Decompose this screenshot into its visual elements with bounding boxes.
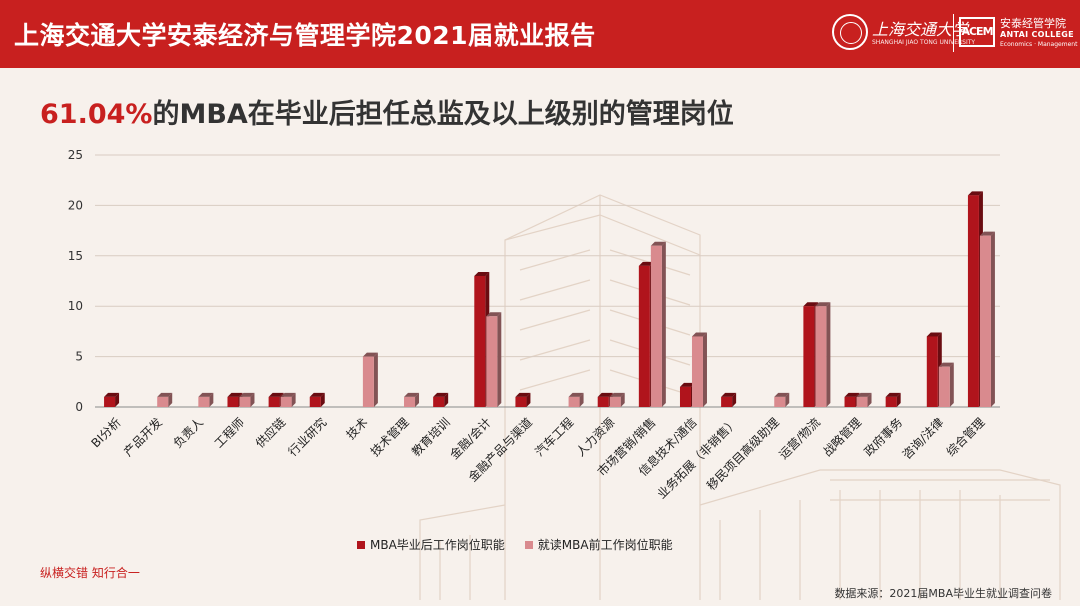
college-name-en: ANTAI COLLEGE bbox=[1000, 30, 1074, 39]
headline-percentage: 61.04% bbox=[40, 99, 153, 130]
report-title: 上海交通大学安泰经济与管理学院2021届就业报告 bbox=[14, 21, 596, 50]
bar-after bbox=[885, 392, 901, 407]
bar-after bbox=[515, 392, 531, 407]
college-subtitle: Economics · Management bbox=[1000, 41, 1078, 48]
bar-before bbox=[815, 302, 831, 407]
bar-before bbox=[239, 392, 255, 407]
bar-after bbox=[104, 392, 120, 407]
y-tick-label: 10 bbox=[68, 299, 83, 313]
x-tick-label: 产品开发 bbox=[120, 415, 165, 460]
bar-before bbox=[157, 392, 173, 407]
y-tick-label: 15 bbox=[68, 249, 83, 263]
x-tick-label: 运营/物流 bbox=[776, 415, 823, 462]
x-tick-label: 业务拓展（非销售） bbox=[654, 415, 741, 502]
bar-before bbox=[691, 332, 707, 407]
gridlines bbox=[95, 154, 1000, 408]
x-tick-label: 汽车工程 bbox=[532, 415, 577, 460]
x-tick-label: 供应链 bbox=[252, 415, 288, 451]
bar-after bbox=[433, 392, 449, 407]
university-name: 上海交通大学 bbox=[872, 20, 969, 39]
bar-before bbox=[979, 231, 995, 407]
legend-label-after: MBA毕业后工作岗位职能 bbox=[370, 538, 505, 552]
legend-label-before: 就读MBA前工作岗位职能 bbox=[537, 538, 673, 552]
bar-before bbox=[280, 392, 296, 407]
college-name-cn: 安泰经管学院 bbox=[1000, 17, 1066, 30]
x-tick-label: 综合管理 bbox=[943, 415, 988, 460]
headline-text: 的MBA在毕业后担任总监及以上级别的管理岗位 bbox=[152, 99, 734, 130]
bar-before bbox=[404, 392, 420, 407]
data-source: 数据来源：2021届MBA毕业生就业调查问卷 bbox=[834, 587, 1052, 600]
logo-block: 上海交通大学 SHANGHAI JIAO TONG UNIVERSITY ACE… bbox=[832, 12, 1077, 54]
bar-before bbox=[486, 312, 502, 407]
legend-swatch-before bbox=[524, 540, 533, 549]
acem-logo-icon: ACEM bbox=[959, 17, 995, 47]
x-tick-label: 移民项目高级助理 bbox=[703, 415, 781, 493]
bar-before bbox=[198, 392, 214, 407]
legend-swatch-after bbox=[357, 540, 365, 549]
x-tick-label: 负责人 bbox=[171, 415, 206, 450]
bar-after bbox=[721, 392, 737, 407]
legend-item-after: MBA毕业后工作岗位职能 bbox=[357, 536, 505, 553]
x-tick-label: BI分析 bbox=[88, 415, 123, 450]
y-tick-label: 25 bbox=[68, 148, 83, 162]
legend-item-before: 就读MBA前工作岗位职能 bbox=[524, 536, 673, 553]
header-bar: 上海交通大学安泰经济与管理学院2021届就业报告 上海交通大学 SHANGHAI… bbox=[0, 0, 1080, 68]
bar-before bbox=[609, 392, 625, 407]
university-english-name: SHANGHAI JIAO TONG UNIVERSITY bbox=[872, 39, 976, 46]
bar-before bbox=[774, 392, 790, 407]
y-axis-ticks: 0 5 10 15 20 25 bbox=[68, 148, 83, 414]
x-tick-label: 行业研究 bbox=[285, 415, 330, 460]
y-tick-label: 5 bbox=[75, 350, 83, 364]
slogan: 纵横交错 知行合一 bbox=[40, 566, 140, 580]
x-tick-label: 技术 bbox=[344, 415, 371, 442]
x-tick-label: 政府事务 bbox=[861, 415, 906, 460]
x-tick-label: 技术管理 bbox=[367, 415, 412, 460]
bar-before bbox=[938, 362, 954, 407]
x-tick-label: 工程师 bbox=[211, 415, 247, 451]
legend: MBA毕业后工作岗位职能 就读MBA前工作岗位职能 bbox=[357, 536, 673, 553]
x-tick-label: 战略管理 bbox=[820, 415, 865, 460]
bar-before bbox=[362, 352, 378, 407]
headline: 61.04%的MBA在毕业后担任总监及以上级别的管理岗位 bbox=[40, 92, 734, 131]
bar-after bbox=[309, 392, 325, 407]
bar-before bbox=[856, 392, 872, 407]
bars bbox=[104, 191, 995, 407]
x-tick-label: 教育培训 bbox=[408, 415, 453, 460]
bar-before bbox=[650, 241, 666, 407]
university-seal-icon bbox=[832, 14, 868, 50]
x-tick-label: 咨询/法律 bbox=[899, 415, 946, 462]
logo-divider bbox=[953, 14, 954, 52]
y-tick-label: 20 bbox=[68, 198, 83, 212]
bar-before bbox=[568, 392, 584, 407]
y-tick-label: 0 bbox=[75, 400, 83, 414]
